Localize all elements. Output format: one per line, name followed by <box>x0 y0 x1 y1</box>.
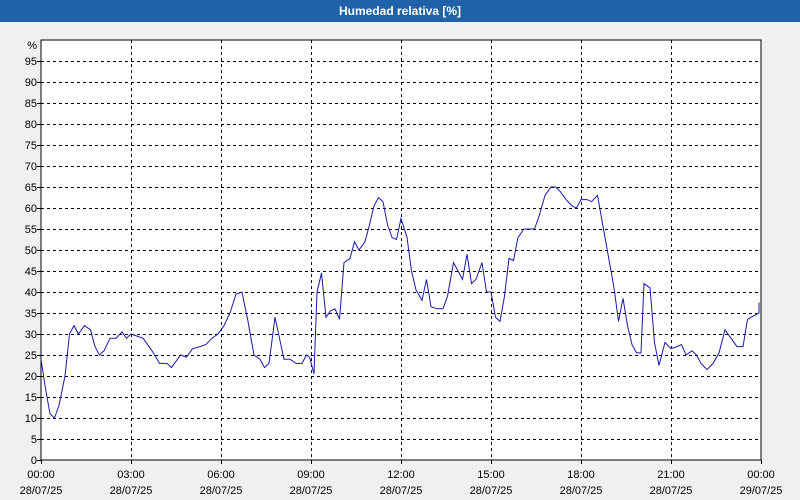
y-tick-label: 80 <box>25 119 37 131</box>
y-tick-label: 5 <box>31 434 37 446</box>
y-tick-label: 75 <box>25 140 37 152</box>
humidity-series-line <box>40 186 760 419</box>
chart-title: Humedad relativa [%] <box>0 0 800 22</box>
x-tick-date: 28/07/25 <box>560 485 603 497</box>
x-axis-ticks: 00:00 28/07/25 03:00 28/07/25 06:00 28/07/25 0… <box>20 460 783 497</box>
y-tick-label: 45 <box>25 266 37 278</box>
x-tick-date: 28/07/25 <box>470 485 513 497</box>
x-tick-time: 21:00 <box>657 469 685 481</box>
x-tick-date: 28/07/25 <box>380 485 423 497</box>
x-tick-date: 28/07/25 <box>200 485 243 497</box>
y-tick-label: 90 <box>25 77 37 89</box>
series-layer <box>40 186 760 419</box>
x-tick-date: 28/07/25 <box>20 485 63 497</box>
y-tick-label: 85 <box>25 98 37 110</box>
y-tick-label: 50 <box>25 245 37 257</box>
y-tick-label: 60 <box>25 203 37 215</box>
y-tick-label: 40 <box>25 287 37 299</box>
y-tick-label: 55 <box>25 224 37 236</box>
grid-lines <box>41 40 761 460</box>
x-tick-time: 03:00 <box>117 469 145 481</box>
y-tick-label: 35 <box>25 308 37 320</box>
x-tick-date: 29/07/25 <box>740 485 783 497</box>
x-tick-time: 09:00 <box>297 469 325 481</box>
y-tick-label: 20 <box>25 371 37 383</box>
x-tick-time: 12:00 <box>387 469 415 481</box>
x-tick-time: 00:00 <box>27 469 55 481</box>
y-axis-ticks: 0 5 10 15 20 25 30 35 40 45 50 55 60 65 70 75 80 85 90 95 <box>25 56 41 467</box>
y-tick-label: 10 <box>25 413 37 425</box>
y-tick-label: 70 <box>25 161 37 173</box>
x-tick-time: 06:00 <box>207 469 235 481</box>
y-tick-label: 65 <box>25 182 37 194</box>
x-tick-date: 28/07/25 <box>110 485 153 497</box>
x-tick-date: 28/07/25 <box>650 485 693 497</box>
y-tick-label: 15 <box>25 392 37 404</box>
y-tick-label: 30 <box>25 329 37 341</box>
x-tick-time: 00:00 <box>747 469 775 481</box>
y-tick-label: 25 <box>25 350 37 362</box>
y-tick-label: 95 <box>25 56 37 68</box>
y-unit-label: % <box>27 40 37 52</box>
y-tick-label: 0 <box>31 455 37 467</box>
x-tick-date: 28/07/25 <box>290 485 333 497</box>
x-tick-time: 15:00 <box>477 469 505 481</box>
x-tick-time: 18:00 <box>567 469 595 481</box>
